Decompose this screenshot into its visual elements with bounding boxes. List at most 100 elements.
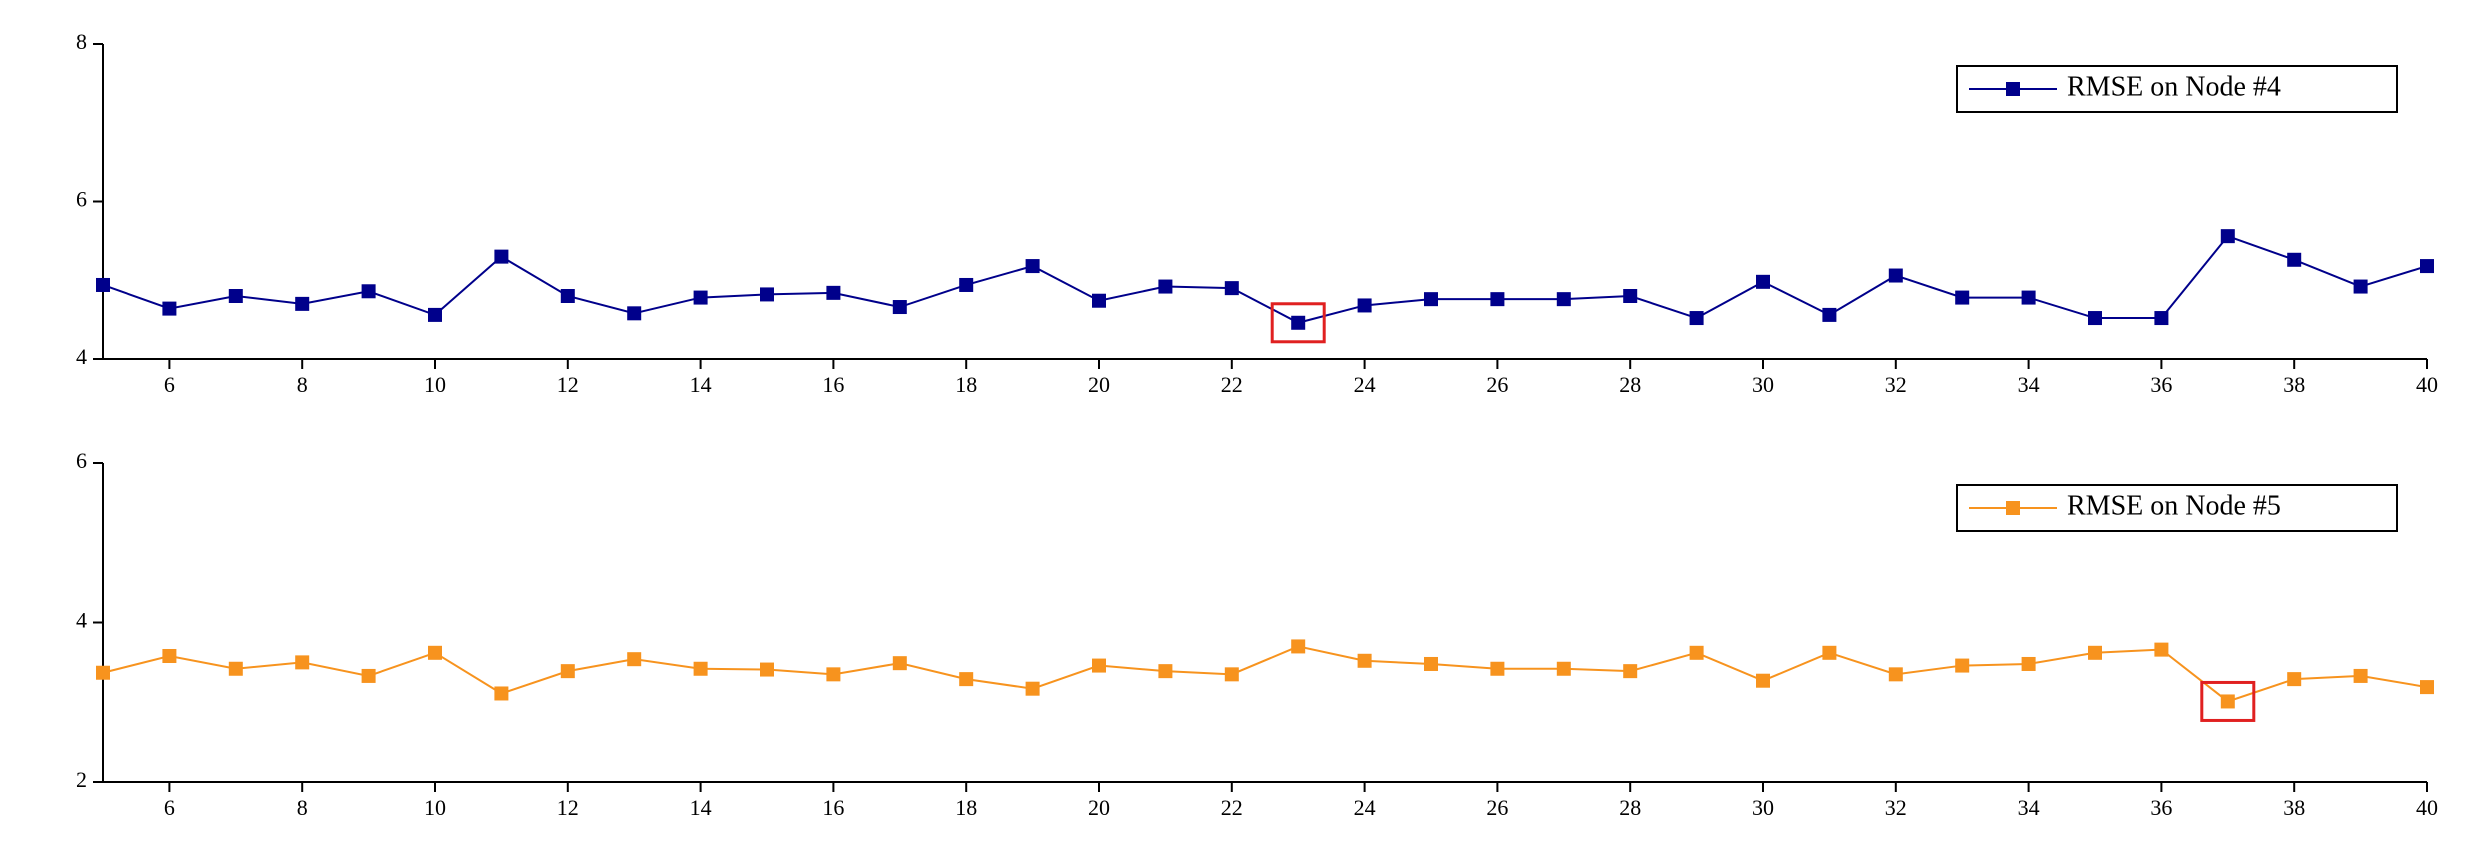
x-tick-label: 22 xyxy=(1221,795,1243,820)
x-tick-label: 26 xyxy=(1486,795,1508,820)
point xyxy=(1357,653,1372,668)
point xyxy=(2220,229,2235,244)
point xyxy=(2021,656,2036,671)
point xyxy=(560,664,575,679)
point xyxy=(1490,292,1505,307)
point xyxy=(2353,668,2368,683)
x-tick-label: 32 xyxy=(1885,372,1907,397)
point xyxy=(892,300,907,315)
x-tick-label: 28 xyxy=(1619,372,1641,397)
point xyxy=(1556,661,1571,676)
y-tick-label: 8 xyxy=(76,29,87,54)
point xyxy=(1888,667,1903,682)
x-tick-label: 6 xyxy=(164,372,175,397)
point xyxy=(1224,667,1239,682)
point xyxy=(1092,293,1106,308)
point xyxy=(1025,259,1040,274)
point xyxy=(2353,279,2368,294)
x-tick-label: 32 xyxy=(1885,795,1907,820)
point xyxy=(1092,658,1106,673)
x-tick-label: 26 xyxy=(1486,372,1508,397)
x-tick-label: 34 xyxy=(2018,795,2040,820)
point xyxy=(826,667,841,682)
y-tick-label: 6 xyxy=(76,187,87,212)
point xyxy=(1822,307,1837,322)
point xyxy=(2287,672,2302,687)
x-tick-label: 12 xyxy=(557,795,579,820)
point xyxy=(1424,656,1438,671)
point xyxy=(1158,279,1173,294)
series-line xyxy=(102,645,2428,703)
point xyxy=(2287,252,2302,267)
point xyxy=(1291,639,1306,654)
point xyxy=(1822,645,1837,660)
point xyxy=(96,665,110,680)
x-tick-label: 20 xyxy=(1088,372,1110,397)
point xyxy=(2154,642,2169,657)
x-tick-label: 14 xyxy=(690,372,712,397)
point xyxy=(2088,311,2102,326)
x-tick-label: 38 xyxy=(2283,795,2305,820)
point xyxy=(826,285,841,300)
highlight-box xyxy=(1270,302,1326,344)
point xyxy=(693,661,708,676)
point xyxy=(760,662,774,677)
point xyxy=(295,296,310,311)
x-tick-label: 14 xyxy=(690,795,712,820)
series-line xyxy=(102,234,2428,324)
x-tick-label: 40 xyxy=(2416,372,2438,397)
point xyxy=(96,277,110,292)
legend-marker xyxy=(2006,82,2020,96)
point xyxy=(1888,268,1903,283)
x-tick-label: 18 xyxy=(955,372,977,397)
x-tick-label: 30 xyxy=(1752,795,1774,820)
point xyxy=(892,656,907,671)
x-tick-label: 28 xyxy=(1619,795,1641,820)
point xyxy=(162,301,177,316)
x-tick-label: 36 xyxy=(2150,372,2172,397)
point xyxy=(2420,680,2434,695)
point xyxy=(1158,664,1173,679)
y-tick-label: 4 xyxy=(76,608,87,633)
point xyxy=(1490,661,1505,676)
legend-label: RMSE on Node #4 xyxy=(2067,71,2281,102)
x-tick-label: 20 xyxy=(1088,795,1110,820)
point xyxy=(693,290,708,305)
legend-marker xyxy=(2006,501,2020,515)
y-tick-label: 6 xyxy=(76,448,87,473)
point xyxy=(361,668,376,683)
point xyxy=(1689,311,1704,326)
point xyxy=(1955,290,1970,305)
point xyxy=(2021,290,2036,305)
point xyxy=(361,284,376,299)
x-tick-label: 10 xyxy=(424,795,446,820)
x-tick-label: 24 xyxy=(1354,795,1376,820)
point xyxy=(1756,673,1770,688)
point xyxy=(959,672,974,687)
point xyxy=(1424,292,1438,307)
x-tick-label: 8 xyxy=(297,372,308,397)
x-tick-label: 36 xyxy=(2150,795,2172,820)
point xyxy=(1224,281,1239,296)
point xyxy=(1291,315,1306,330)
x-tick-label: 38 xyxy=(2283,372,2305,397)
x-tick-label: 24 xyxy=(1354,372,1376,397)
x-tick-label: 12 xyxy=(557,372,579,397)
x-tick-label: 22 xyxy=(1221,372,1243,397)
point xyxy=(1357,298,1372,313)
point xyxy=(1623,289,1638,303)
y-tick-label: 4 xyxy=(76,344,87,369)
highlight-box xyxy=(2200,680,2256,722)
x-tick-label: 30 xyxy=(1752,372,1774,397)
point xyxy=(494,686,509,701)
x-tick-label: 16 xyxy=(822,795,844,820)
point xyxy=(2154,311,2169,326)
x-tick-label: 6 xyxy=(164,795,175,820)
point xyxy=(1025,681,1040,696)
point xyxy=(428,307,442,322)
point xyxy=(2220,694,2235,709)
point xyxy=(228,661,243,676)
point xyxy=(1955,658,1970,673)
point xyxy=(2420,259,2434,274)
